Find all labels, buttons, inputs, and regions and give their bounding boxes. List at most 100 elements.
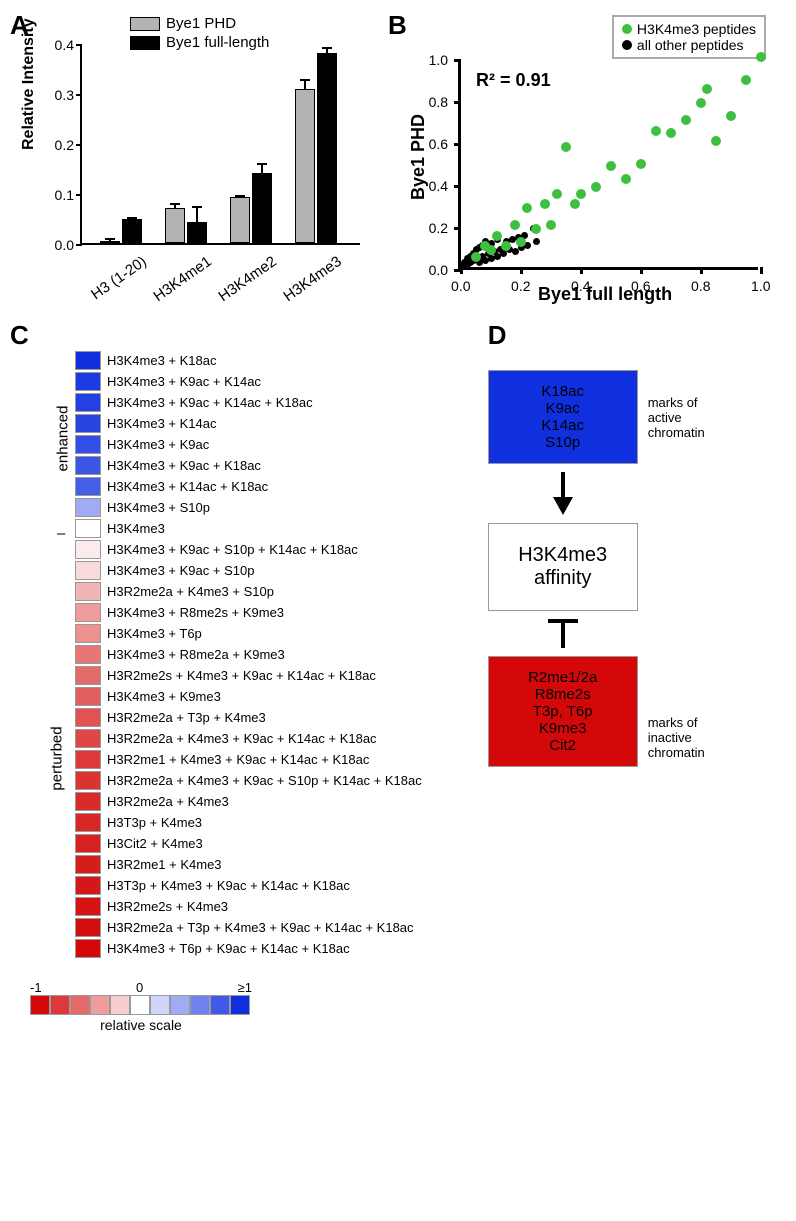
heatmap-cell bbox=[75, 876, 101, 895]
inactive-mark: K9me3 bbox=[497, 720, 629, 737]
legend-phd-label: Bye1 PHD bbox=[166, 15, 236, 32]
scale-cell bbox=[90, 995, 110, 1015]
y-tick-label: 0.2 bbox=[429, 220, 448, 236]
figure: A Bye1 PHD Bye1 full-length Relative Int… bbox=[0, 0, 796, 1050]
scatter-point-h3k4me3 bbox=[621, 174, 631, 184]
bar-phd bbox=[230, 197, 250, 243]
heatmap-label: H3R2me1 + K4me3 + K9ac + K14ac + K18ac bbox=[107, 752, 369, 767]
heatmap-label: H3K4me3 + K9ac + S10p bbox=[107, 563, 254, 578]
heatmap-label: H3K4me3 + K14ac bbox=[107, 416, 216, 431]
heatmap-cell bbox=[75, 666, 101, 685]
heatmap-label: H3Cit2 + K4me3 bbox=[107, 836, 203, 851]
active-side-label: marks of active chromatin bbox=[648, 395, 728, 440]
scatter-point-other bbox=[533, 238, 540, 245]
black-dot-icon bbox=[622, 40, 632, 50]
scatter-point-h3k4me3 bbox=[576, 189, 586, 199]
heatmap-cell bbox=[75, 918, 101, 937]
scatter-point-h3k4me3 bbox=[651, 126, 661, 136]
heatmap-row: H3R2me2s + K4me3 bbox=[75, 896, 422, 917]
bar-full bbox=[187, 222, 207, 244]
x-tick-label: H3K4me2 bbox=[204, 253, 279, 313]
y-axis-label-a: Relative Intensity bbox=[20, 18, 38, 150]
panel-d: D K18acK9acK14acS10p marks of active chr… bbox=[458, 320, 786, 1040]
enhanced-label: enhanced bbox=[54, 406, 71, 472]
heatmap-cell bbox=[75, 645, 101, 664]
x-tick-label: 0.2 bbox=[511, 278, 530, 294]
scatter-point-h3k4me3 bbox=[552, 189, 562, 199]
heatmap-row: H3R2me2a + K4me3 bbox=[75, 791, 422, 812]
y-tick-label: 0.6 bbox=[429, 136, 448, 152]
scatter-point-h3k4me3 bbox=[540, 199, 550, 209]
x-tick-label: H3 (1-20) bbox=[74, 253, 149, 313]
scale-cell bbox=[190, 995, 210, 1015]
heatmap-cell bbox=[75, 897, 101, 916]
heatmap-row: H3K4me3 + K14ac + K18ac bbox=[75, 476, 422, 497]
heatmap-row: H3K4me3 + S10p bbox=[75, 497, 422, 518]
active-marks-box: K18acK9acK14acS10p bbox=[488, 370, 638, 464]
scatter-point-h3k4me3 bbox=[591, 182, 601, 192]
heatmap-row: H3K4me3 + R8me2a + K9me3 bbox=[75, 644, 422, 665]
heatmap-cell bbox=[75, 729, 101, 748]
heatmap-label: H3R2me1 + K4me3 bbox=[107, 857, 222, 872]
x-axis-label-b: Bye1 full length bbox=[538, 284, 672, 305]
heatmap-row: H3R2me1 + K4me3 + K9ac + K14ac + K18ac bbox=[75, 749, 422, 770]
scatter-point-h3k4me3 bbox=[702, 84, 712, 94]
heatmap-cell bbox=[75, 519, 101, 538]
inactive-mark: R2me1/2a bbox=[497, 669, 629, 686]
scale-cell bbox=[30, 995, 50, 1015]
bar-full bbox=[122, 219, 142, 243]
diagram: K18acK9acK14acS10p marks of active chrom… bbox=[488, 370, 638, 767]
scale-cell bbox=[70, 995, 90, 1015]
heatmap-label: H3K4me3 + K9me3 bbox=[107, 689, 221, 704]
heatmap-label: H3R2me2s + K4me3 + K9ac + K14ac + K18ac bbox=[107, 668, 376, 683]
legend-black-label: all other peptides bbox=[637, 37, 744, 53]
active-mark: K18ac bbox=[497, 383, 629, 400]
affinity-box: H3K4me3 affinity bbox=[488, 523, 638, 611]
scatter-point-h3k4me3 bbox=[606, 161, 616, 171]
inactive-mark: T3p, T6p bbox=[497, 703, 629, 720]
heatmap-label: H3K4me3 + K9ac bbox=[107, 437, 209, 452]
scatter-point-h3k4me3 bbox=[726, 111, 736, 121]
scale-cell bbox=[50, 995, 70, 1015]
y-axis-label-b: Bye1 PHD bbox=[408, 114, 429, 200]
heatmap-row: H3K4me3 + K9ac + K14ac + K18ac bbox=[75, 392, 422, 413]
heatmap-row: H3K4me3 + K14ac bbox=[75, 413, 422, 434]
heatmap-row: H3K4me3 bbox=[75, 518, 422, 539]
heatmap-row: H3K4me3 + T6p + K9ac + K14ac + K18ac bbox=[75, 938, 422, 959]
heatmap-label: H3T3p + K4me3 + K9ac + K14ac + K18ac bbox=[107, 878, 350, 893]
heatmap-label: H3R2me2a + T3p + K4me3 bbox=[107, 710, 266, 725]
heatmap-label: H3R2me2a + K4me3 + S10p bbox=[107, 584, 274, 599]
heatmap-cell bbox=[75, 855, 101, 874]
heatmap-label: H3K4me3 + T6p bbox=[107, 626, 202, 641]
green-dot-icon bbox=[622, 24, 632, 34]
heatmap-row: H3R2me2a + K4me3 + K9ac + K14ac + K18ac bbox=[75, 728, 422, 749]
heatmap-row: H3K4me3 + R8me2s + K9me3 bbox=[75, 602, 422, 623]
scatter-point-h3k4me3 bbox=[696, 98, 706, 108]
y-tick-label: 0.4 bbox=[429, 178, 448, 194]
heatmap-row: H3K4me3 + K9ac bbox=[75, 434, 422, 455]
heatmap-cell bbox=[75, 708, 101, 727]
panel-b: B H3K4me3 peptides all other peptides R²… bbox=[388, 10, 786, 310]
scatter-point-h3k4me3 bbox=[711, 136, 721, 146]
heatmap-cell bbox=[75, 603, 101, 622]
active-mark: K9ac bbox=[497, 400, 629, 417]
heatmap-cell bbox=[75, 792, 101, 811]
heatmap-row: H3K4me3 + K9ac + K18ac bbox=[75, 455, 422, 476]
affinity-text1: H3K4me3 bbox=[497, 544, 629, 567]
legend-item-phd: Bye1 PHD bbox=[130, 15, 269, 32]
heatmap-cell bbox=[75, 624, 101, 643]
heatmap-row: H3T3p + K4me3 bbox=[75, 812, 422, 833]
heatmap-cell bbox=[75, 498, 101, 517]
heatmap-cell bbox=[75, 351, 101, 370]
scatter-point-h3k4me3 bbox=[531, 224, 541, 234]
heatmap-label: H3K4me3 + T6p + K9ac + K14ac + K18ac bbox=[107, 941, 350, 956]
x-tick-label: H3K4me1 bbox=[139, 253, 214, 313]
scale-cell bbox=[170, 995, 190, 1015]
heatmap-cell bbox=[75, 561, 101, 580]
y-tick-label: 0.1 bbox=[44, 187, 74, 203]
heatmap-label: H3R2me2s + K4me3 bbox=[107, 899, 228, 914]
heatmap-row: H3R2me2a + K4me3 + S10p bbox=[75, 581, 422, 602]
scatter-plot: 0.00.20.40.60.81.00.00.20.40.60.81.0 bbox=[458, 60, 758, 270]
heatmap-label: H3K4me3 + R8me2s + K9me3 bbox=[107, 605, 284, 620]
heatmap-row: H3T3p + K4me3 + K9ac + K14ac + K18ac bbox=[75, 875, 422, 896]
